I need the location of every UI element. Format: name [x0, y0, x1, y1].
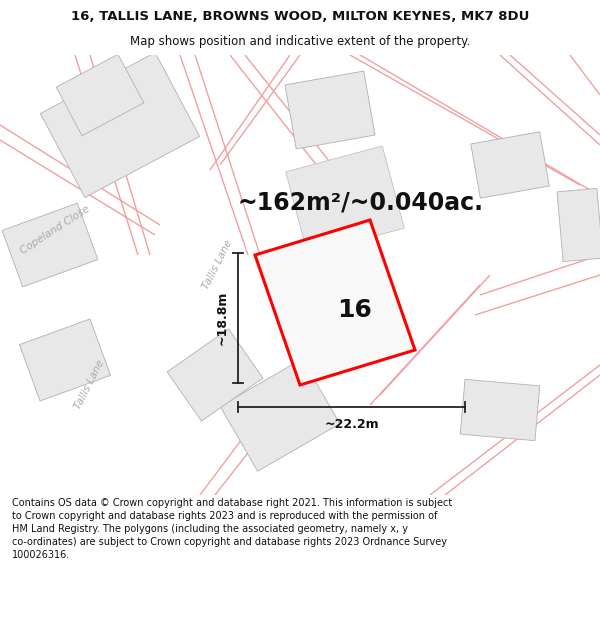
Text: Copeland Close: Copeland Close — [19, 204, 92, 256]
Polygon shape — [471, 132, 549, 198]
Text: ~22.2m: ~22.2m — [324, 419, 379, 431]
Polygon shape — [220, 359, 340, 471]
Polygon shape — [285, 71, 375, 149]
Polygon shape — [460, 379, 540, 441]
Text: 16, TALLIS LANE, BROWNS WOOD, MILTON KEYNES, MK7 8DU: 16, TALLIS LANE, BROWNS WOOD, MILTON KEY… — [71, 10, 529, 23]
Text: Tallis Lane: Tallis Lane — [73, 359, 107, 411]
Text: Map shows position and indicative extent of the property.: Map shows position and indicative extent… — [130, 35, 470, 48]
Polygon shape — [40, 52, 200, 198]
Text: 16: 16 — [338, 298, 373, 322]
Text: Tallis Lane: Tallis Lane — [201, 239, 235, 291]
Text: Contains OS data © Crown copyright and database right 2021. This information is : Contains OS data © Crown copyright and d… — [12, 498, 452, 561]
Text: ~162m²/~0.040ac.: ~162m²/~0.040ac. — [237, 191, 483, 215]
Polygon shape — [56, 54, 144, 136]
Polygon shape — [20, 319, 110, 401]
Polygon shape — [167, 329, 263, 421]
Polygon shape — [255, 220, 415, 385]
Polygon shape — [286, 146, 404, 254]
Polygon shape — [557, 188, 600, 262]
Text: ~18.8m: ~18.8m — [215, 291, 229, 345]
Polygon shape — [2, 203, 98, 287]
